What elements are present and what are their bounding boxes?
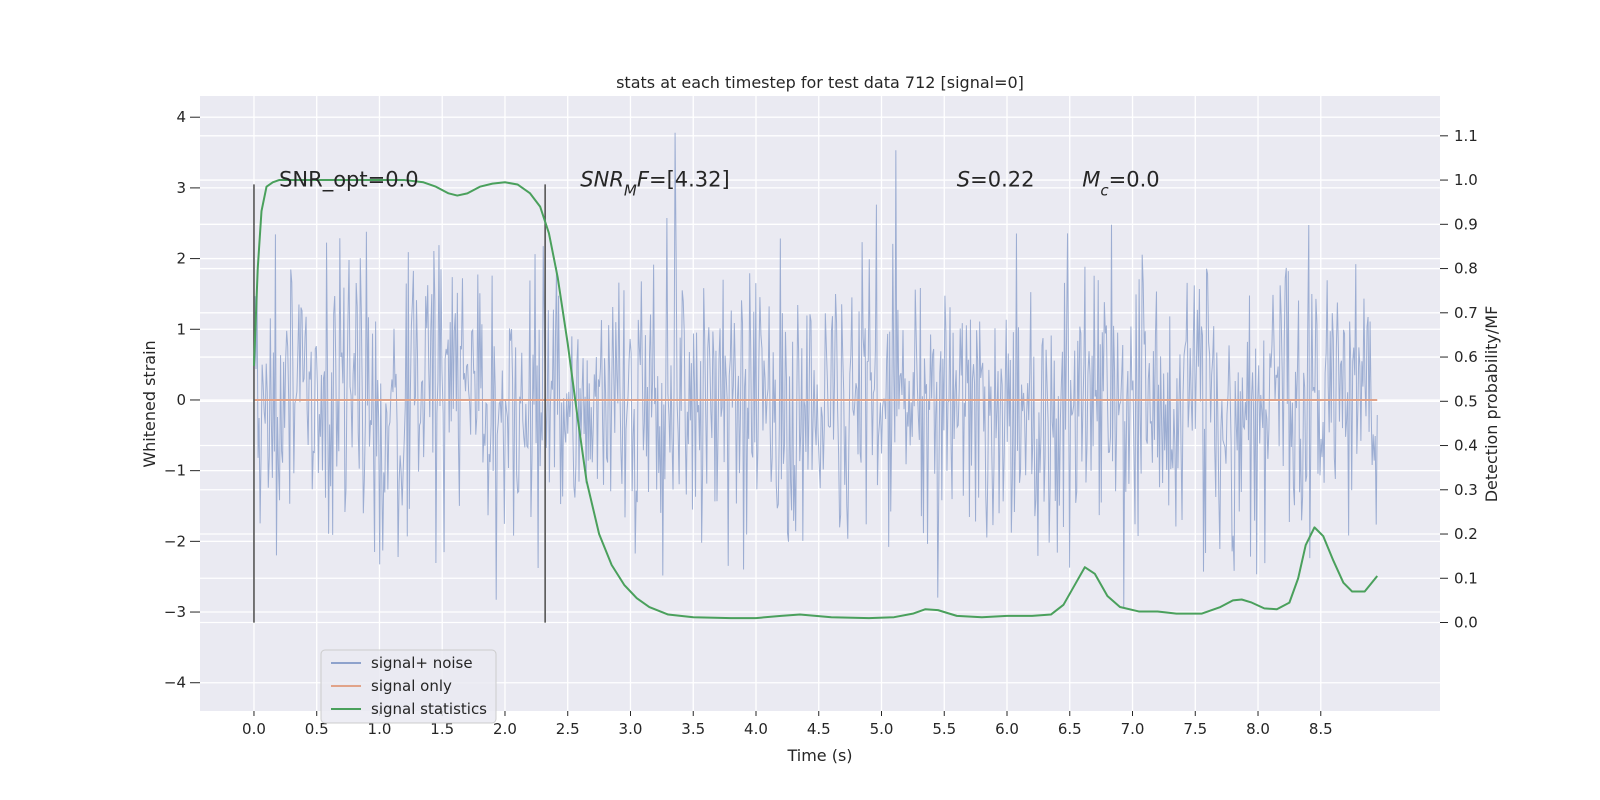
x-tick-label: 6.0 [995,720,1019,738]
noise-line [253,132,1378,608]
y-right-tick-label: 1.0 [1454,171,1478,189]
x-tick-label: 5.0 [870,720,894,738]
y-right-tick-label: 0.2 [1454,525,1478,543]
x-axis-label: Time (s) [786,746,852,765]
x-tick-label: 3.5 [681,720,705,738]
signal-statistics-series [252,179,1379,620]
annotation-snr-mf: SNRMF=[4.32] [580,167,729,199]
y-right-axis-label: Detection probability/MF [1482,306,1501,503]
vertical-markers [253,184,546,623]
y-right-tick-label: 0.7 [1454,304,1478,322]
legend: signal+ noise signal only signal statist… [320,649,497,724]
y-right-tick-label: 0.9 [1454,215,1478,233]
y-right-tick-label: 0.5 [1454,392,1478,410]
y-right-tick-label: 0.8 [1454,260,1478,278]
x-tick-label: 1.5 [430,720,454,738]
y-right-tick-label: 0.4 [1454,437,1478,455]
annotations: SNR_opt=0.0 SNRMF=[4.32] S=0.22 Mc=0.0 [279,167,1160,199]
y-left-axis-label: Whitened strain [140,340,159,467]
y-left-tick-label: 1 [176,320,186,338]
signal-statistics-line [252,179,1379,620]
x-tick-label: 4.5 [807,720,831,738]
annotation-snr-opt: SNR_opt=0.0 [279,167,419,192]
x-axis-ticks: 0.0 0.5 1.0 1.5 2.0 2.5 3.0 3.5 4.0 4.5 5.0 5.5 6.0 6… [242,711,1333,738]
y-left-tick-label: 2 [176,250,186,268]
x-tick-label: 6.5 [1058,720,1082,738]
x-tick-label: 0.5 [305,720,329,738]
y-right-tick-label: 1.1 [1454,127,1478,145]
x-tick-label: 2.5 [556,720,580,738]
x-tick-label: 4.0 [744,720,768,738]
noise-series [253,132,1378,608]
y-left-tick-label: 0 [176,391,186,409]
x-tick-label: 3.0 [619,720,643,738]
y-left-axis-ticks: 4 3 2 1 0 −1 −2 −3 −4 [164,108,200,692]
x-tick-label: 7.5 [1183,720,1207,738]
legend-label-signal-only: signal only [371,677,452,695]
x-tick-label: 8.0 [1246,720,1270,738]
legend-box [320,649,497,724]
y-right-axis-ticks: 1.1 1.0 0.9 0.8 0.7 0.6 0.5 0.4 0.3 0.2 0.1 0.0 [1440,127,1478,632]
x-tick-label: 2.0 [493,720,517,738]
chart-title: stats at each timestep for test data 712… [616,73,1024,92]
annotation-mc-stat: Mc=0.0 [1082,167,1159,199]
x-tick-label: 1.0 [368,720,392,738]
y-left-tick-label: 3 [176,179,186,197]
y-left-tick-label: 4 [176,108,186,126]
x-tick-label: 5.5 [932,720,956,738]
y-left-tick-label: −2 [164,532,186,550]
legend-label-noise: signal+ noise [371,654,473,672]
y-right-tick-label: 0.0 [1454,614,1478,632]
legend-label-signal-statistics: signal statistics [371,700,487,718]
y-left-tick-label: −1 [164,462,186,480]
x-tick-label: 8.5 [1309,720,1333,738]
x-tick-label: 0.0 [242,720,266,738]
annotation-s-stat: S=0.22 [957,167,1035,191]
y-left-tick-label: −3 [164,603,186,621]
y-right-tick-label: 0.3 [1454,481,1478,499]
y-right-tick-label: 0.6 [1454,348,1478,366]
y-right-tick-label: 0.1 [1454,569,1478,587]
x-tick-label: 7.0 [1121,720,1145,738]
y-left-tick-label: −4 [164,674,186,692]
